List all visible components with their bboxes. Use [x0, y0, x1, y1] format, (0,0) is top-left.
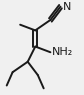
- Text: NH₂: NH₂: [52, 47, 73, 57]
- Text: N: N: [63, 2, 71, 12]
